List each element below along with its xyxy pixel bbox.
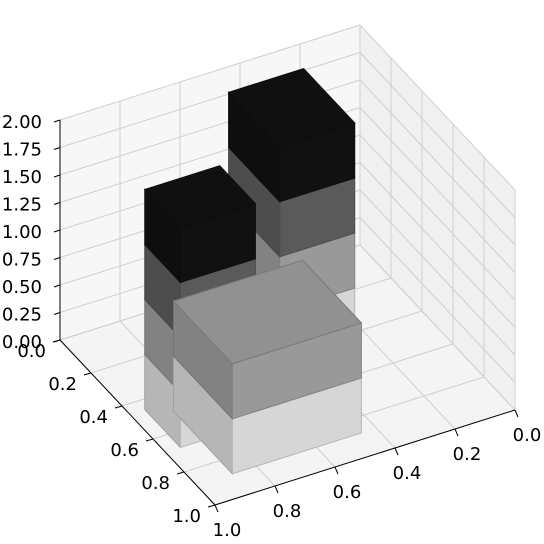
voxel-top [172,259,363,365]
x-tick-label: 0.0 [513,425,542,446]
tick-mark [53,284,61,288]
y-tick-label: 0.2 [48,374,77,395]
x-tick-label: 0.8 [273,501,302,522]
z-tick-label: 0.00 [2,332,42,353]
x-tick-label: 0.2 [453,444,482,465]
grid-line [359,244,516,411]
tick-mark [514,409,519,418]
tick-mark [274,485,279,494]
tick-mark [83,372,92,376]
grid-line [359,189,516,356]
x-tick-label: 0.4 [393,463,422,484]
tick-mark [53,147,61,150]
grid-line [359,79,516,246]
x-axis [214,409,516,506]
tick-mark [53,229,61,233]
z-tick-label: 1.25 [2,195,42,216]
tick-mark [454,428,459,437]
y-tick-label: 0.0 [17,341,46,362]
z-tick-label: 0.25 [2,305,42,326]
grid-line [359,24,516,191]
y-tick-label: 1.0 [172,506,201,527]
tick-mark [394,447,399,456]
x-tick-label: 1.0 [213,520,242,541]
z-tick-label: 1.75 [2,140,42,161]
tick-mark [53,257,61,260]
y-axis [59,339,216,506]
grid-line [359,52,516,218]
grid-line [359,162,516,328]
grid-line [359,107,516,273]
z-tick-label: 0.50 [2,277,42,298]
tick-mark [52,339,61,343]
y-tick-label: 0.6 [110,440,139,461]
tick-mark [53,119,61,123]
tick-mark [176,471,185,475]
x-tick-label: 0.6 [333,482,362,503]
tick-mark [53,174,61,178]
grid-line [359,217,516,383]
voxel-top [227,67,356,148]
tick-mark [53,312,61,315]
z-tick-label: 2.00 [2,112,42,133]
y-tick-label: 0.8 [141,473,170,494]
voxel-top [143,165,257,229]
tick-mark [334,466,339,475]
z-tick-label: 1.50 [2,167,42,188]
tick-mark [114,405,123,409]
grid-line [59,24,361,121]
grid-line [59,52,361,148]
tick-mark [207,504,216,508]
grid-line [359,134,516,301]
tick-mark [53,202,61,205]
tick-mark [214,504,219,513]
tick-mark [145,438,154,442]
z-tick-label: 1.00 [2,222,42,243]
z-tick-label: 0.75 [2,250,42,271]
y-tick-label: 0.4 [79,407,108,428]
